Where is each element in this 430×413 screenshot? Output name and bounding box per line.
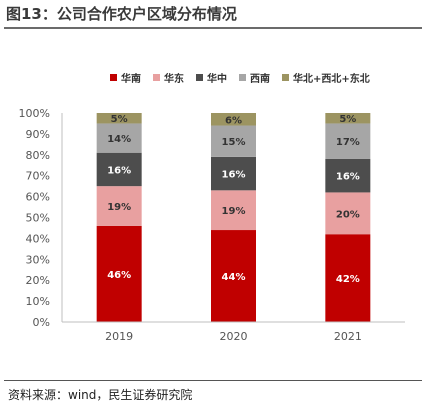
data-label: 16% bbox=[336, 172, 360, 183]
x-axis: 2019 2020 2021 bbox=[62, 321, 405, 343]
legend-label: 华南 bbox=[121, 72, 141, 85]
bar-segment bbox=[325, 113, 371, 124]
data-label: 19% bbox=[107, 202, 131, 213]
data-label: 5% bbox=[111, 114, 128, 125]
bar-segment bbox=[325, 123, 371, 159]
y-tick-label: 0% bbox=[33, 316, 50, 329]
legend-swatch bbox=[239, 74, 246, 81]
y-tick-label: 70% bbox=[26, 170, 50, 183]
legend-label: 西南 bbox=[250, 72, 270, 85]
x-tick-label: 2019 bbox=[105, 330, 133, 343]
data-label: 44% bbox=[222, 272, 246, 283]
x-tick-label: 2020 bbox=[220, 330, 248, 343]
bar-segment bbox=[211, 125, 256, 157]
stacked-bar-chart: 华南 华东 华中 西南 华北+西北+东北 0% 10% 20% 30% 40% 50% 60% 70%… bbox=[19, 72, 405, 343]
data-label: 16% bbox=[222, 170, 246, 181]
y-tick-label: 20% bbox=[26, 274, 50, 287]
legend-swatch bbox=[153, 74, 160, 81]
bar-segment bbox=[325, 234, 371, 322]
y-axis: 0% 10% 20% 30% 40% 50% 60% 70% 80% 90% 100% bbox=[19, 107, 63, 329]
x-tick-label: 2021 bbox=[334, 330, 362, 343]
bar-segment bbox=[96, 113, 142, 124]
y-tick-label: 30% bbox=[26, 253, 50, 266]
data-label: 6% bbox=[225, 115, 242, 126]
legend-swatch bbox=[196, 74, 203, 81]
bar-segment bbox=[96, 186, 142, 226]
bar-segment bbox=[96, 123, 142, 153]
data-label: 16% bbox=[107, 165, 131, 176]
bar-segment bbox=[96, 152, 142, 187]
bar-segment bbox=[325, 192, 371, 235]
bar-segment bbox=[211, 190, 256, 231]
data-label: 19% bbox=[222, 206, 246, 217]
legend-label: 华北+西北+东北 bbox=[293, 72, 370, 85]
y-tick-label: 100% bbox=[19, 107, 50, 120]
y-tick-label: 50% bbox=[26, 212, 50, 225]
y-tick-label: 60% bbox=[26, 191, 50, 204]
bar-segment bbox=[211, 156, 256, 191]
figure-title: 图13：公司合作农户区域分布情况 bbox=[6, 5, 237, 23]
data-label: 46% bbox=[107, 270, 131, 281]
bars: 46% 19% 16% 14% 5% 44% 19% 16% 15% 6% 42% 20% 16% 17%… bbox=[96, 113, 371, 322]
source-rule bbox=[4, 380, 422, 381]
y-tick-label: 40% bbox=[26, 232, 50, 245]
legend-swatch bbox=[110, 74, 117, 81]
data-label: 5% bbox=[339, 114, 356, 125]
legend: 华南 华东 华中 西南 华北+西北+东北 bbox=[110, 72, 370, 85]
bar-segment bbox=[325, 158, 371, 193]
y-tick-label: 10% bbox=[26, 295, 50, 308]
data-label: 20% bbox=[336, 209, 360, 220]
data-label: 17% bbox=[336, 137, 360, 148]
data-label: 42% bbox=[336, 274, 360, 285]
bar-segment bbox=[211, 113, 256, 126]
legend-label: 华东 bbox=[164, 72, 184, 85]
data-label: 14% bbox=[107, 134, 131, 145]
source-note: 资料来源：wind，民生证券研究院 bbox=[8, 388, 193, 402]
legend-swatch bbox=[282, 74, 289, 81]
bar-segment bbox=[96, 225, 142, 322]
title-rule bbox=[4, 27, 422, 29]
legend-label: 华中 bbox=[207, 72, 227, 85]
data-label: 15% bbox=[222, 137, 246, 148]
y-tick-label: 80% bbox=[26, 149, 50, 162]
y-tick-label: 90% bbox=[26, 128, 50, 141]
bar-segment bbox=[211, 230, 256, 322]
